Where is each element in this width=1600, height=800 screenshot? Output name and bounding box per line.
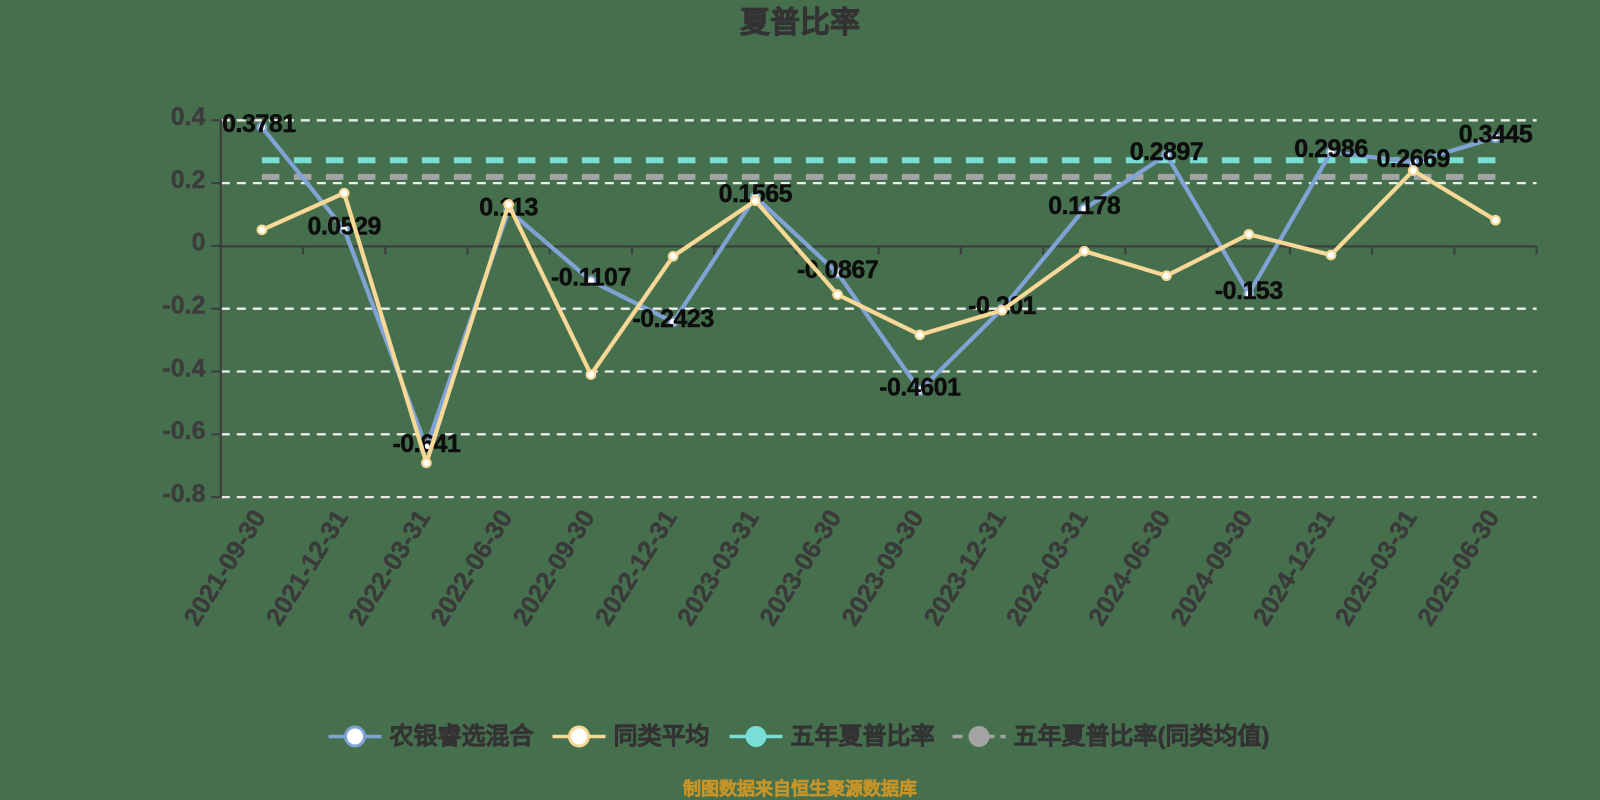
svg-text:-0.2: -0.2 bbox=[162, 292, 205, 320]
svg-text:同类平均: 同类平均 bbox=[614, 722, 710, 750]
svg-text:0.2986: 0.2986 bbox=[1294, 135, 1367, 163]
svg-text:-0.641: -0.641 bbox=[392, 430, 460, 458]
svg-text:0: 0 bbox=[192, 229, 206, 257]
svg-text:-0.1107: -0.1107 bbox=[551, 264, 631, 292]
svg-text:-0.6: -0.6 bbox=[162, 417, 205, 445]
svg-text:-0.2423: -0.2423 bbox=[632, 305, 713, 333]
svg-text:0.2897: 0.2897 bbox=[1130, 138, 1203, 166]
svg-text:-0.8: -0.8 bbox=[162, 480, 205, 508]
svg-text:-0.4601: -0.4601 bbox=[879, 373, 961, 401]
svg-text:0.3445: 0.3445 bbox=[1459, 121, 1533, 149]
svg-text:0.4: 0.4 bbox=[171, 103, 206, 131]
svg-text:-0.4: -0.4 bbox=[162, 354, 205, 382]
svg-text:农银睿选混合: 农银睿选混合 bbox=[389, 722, 535, 750]
svg-text:夏普比率: 夏普比率 bbox=[740, 6, 860, 40]
svg-text:0.1178: 0.1178 bbox=[1048, 192, 1121, 220]
svg-text:0.3781: 0.3781 bbox=[222, 110, 296, 138]
svg-text:制图数据来自恒生聚源数据库: 制图数据来自恒生聚源数据库 bbox=[683, 778, 917, 799]
svg-text:-0.153: -0.153 bbox=[1215, 277, 1283, 305]
svg-text:0.2: 0.2 bbox=[171, 166, 206, 194]
svg-text:0.0529: 0.0529 bbox=[307, 212, 380, 240]
svg-text:五年夏普比率(同类均值): 五年夏普比率(同类均值) bbox=[1014, 722, 1270, 750]
svg-text:五年夏普比率: 五年夏普比率 bbox=[791, 722, 935, 750]
